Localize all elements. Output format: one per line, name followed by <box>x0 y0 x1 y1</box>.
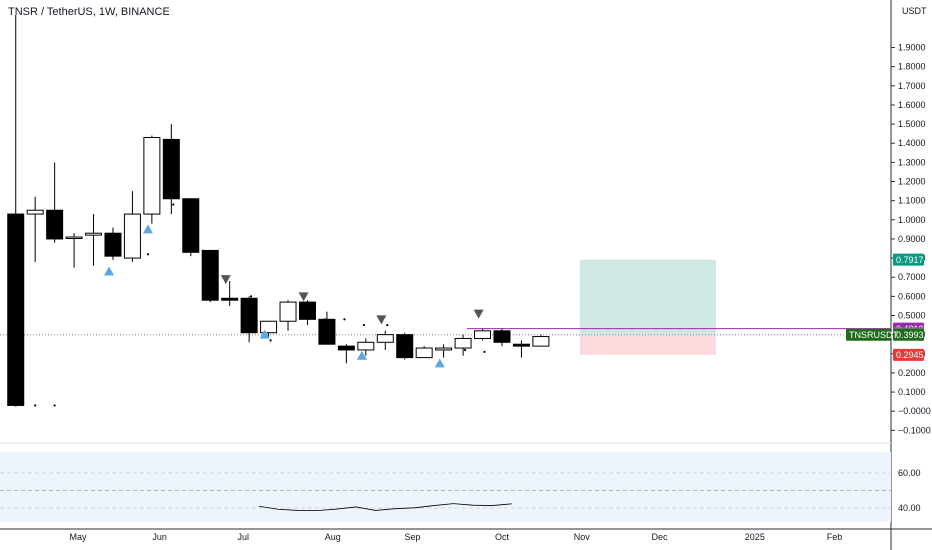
candle-down <box>201 249 219 301</box>
sell-signal-icon <box>473 309 484 319</box>
y-tick-label: 1.3000 <box>898 157 926 167</box>
indicator-dot <box>53 404 56 407</box>
candle-up <box>532 336 550 347</box>
y-tick-label: 1.6000 <box>898 100 926 110</box>
indicator-dot <box>269 339 272 342</box>
candle-up <box>474 330 492 339</box>
x-tick-label: Jun <box>152 532 167 542</box>
indicator-dot <box>249 295 253 298</box>
candle-up <box>454 337 472 349</box>
chart-title: TNSR / TetherUS, 1W, BINANCE <box>8 6 170 18</box>
buy-signal-icon <box>259 329 270 339</box>
y-tick-label: −0.0000 <box>898 406 931 416</box>
y-tick-label: 1.1000 <box>898 196 926 206</box>
x-tick-label: Aug <box>325 532 341 542</box>
candle-up <box>85 232 103 236</box>
y-tick-label: 1.4000 <box>898 138 926 148</box>
rsi-tick-label: 60.00 <box>898 468 921 478</box>
candle-up <box>415 347 433 359</box>
indicator-dot <box>343 318 346 321</box>
price-label: 0.2945 <box>896 350 924 360</box>
candle-up <box>123 213 141 259</box>
y-tick-label: 1.7000 <box>898 81 926 91</box>
indicator-dot <box>191 203 194 206</box>
price-label-tag <box>893 253 924 266</box>
indicator-dot <box>172 203 175 206</box>
y-tick-label: 0.2000 <box>898 368 926 378</box>
rsi-background <box>0 452 891 522</box>
candle-down <box>298 301 316 320</box>
y-tick-label: 1.8000 <box>898 62 926 72</box>
indicator-dot <box>386 323 389 327</box>
candle-up <box>65 236 83 240</box>
sell-signal-icon <box>376 315 387 325</box>
x-tick-label: Jul <box>238 532 250 542</box>
y-tick-label: 1.0000 <box>898 215 926 225</box>
price-label-tag <box>893 348 924 361</box>
x-tick-label: May <box>69 532 87 542</box>
candle-up <box>435 347 453 351</box>
candle-down <box>182 198 200 253</box>
candle-down <box>512 343 530 347</box>
rsi-tick-label: 40.00 <box>898 503 921 513</box>
y-tick-label: 0.9000 <box>898 234 926 244</box>
sell-signal-icon <box>298 292 309 302</box>
y-tick-label: −0.1000 <box>898 425 931 435</box>
indicator-dot <box>146 253 150 256</box>
x-tick-label: Sep <box>404 532 420 542</box>
candle-up <box>376 334 394 343</box>
candle-down <box>221 297 239 301</box>
x-tick-label: 2025 <box>745 532 765 542</box>
indicator-dot <box>323 318 327 321</box>
y-tick-label: 0.7000 <box>898 272 926 282</box>
stop-zone <box>579 334 716 355</box>
candle-up <box>143 136 161 215</box>
y-tick-label: 1.2000 <box>898 177 926 187</box>
sell-signal-icon <box>220 275 231 285</box>
candle-up <box>279 301 297 322</box>
symbol-tag-label: TNSRUSDT <box>849 330 899 340</box>
y-tick-label: 0.6000 <box>898 291 926 301</box>
target-zone <box>579 259 716 335</box>
x-tick-label: Oct <box>495 532 510 542</box>
x-tick-label: Feb <box>827 532 843 542</box>
x-tick-label: Nov <box>574 532 591 542</box>
price-axis-currency: USDT <box>902 6 927 16</box>
y-tick-label: 1.5000 <box>898 119 926 129</box>
x-tick-label: Dec <box>652 532 669 542</box>
buy-signal-icon <box>104 266 115 276</box>
candle-up <box>357 341 375 351</box>
indicator-dot <box>463 348 467 352</box>
symbol-tag <box>846 328 891 341</box>
indicator-dot <box>34 404 37 407</box>
indicator-dot <box>362 323 365 327</box>
y-tick-label: 0.1000 <box>898 387 926 397</box>
indicator-dot <box>14 404 17 407</box>
y-tick-label: 0.5000 <box>898 311 926 321</box>
candle-up <box>26 209 44 215</box>
y-tick-label: 1.9000 <box>898 43 926 53</box>
candle-up <box>260 320 278 334</box>
rsi-line <box>258 503 512 512</box>
price-label-tag <box>893 328 924 341</box>
buy-signal-icon <box>142 224 153 234</box>
indicator-dot <box>483 350 486 353</box>
candle-down <box>104 232 122 257</box>
candle-down <box>337 345 355 351</box>
candle-down <box>7 213 25 406</box>
candle-down <box>396 334 414 359</box>
candle-down <box>162 138 180 200</box>
candle-down <box>240 297 258 334</box>
candle-down <box>46 209 64 240</box>
candle-down <box>318 318 336 345</box>
candle-down <box>493 330 511 343</box>
price-label: 0.3993 <box>896 330 924 340</box>
buy-signal-icon <box>356 350 367 360</box>
price-label: 0.7917 <box>896 255 924 265</box>
buy-signal-icon <box>434 358 445 368</box>
